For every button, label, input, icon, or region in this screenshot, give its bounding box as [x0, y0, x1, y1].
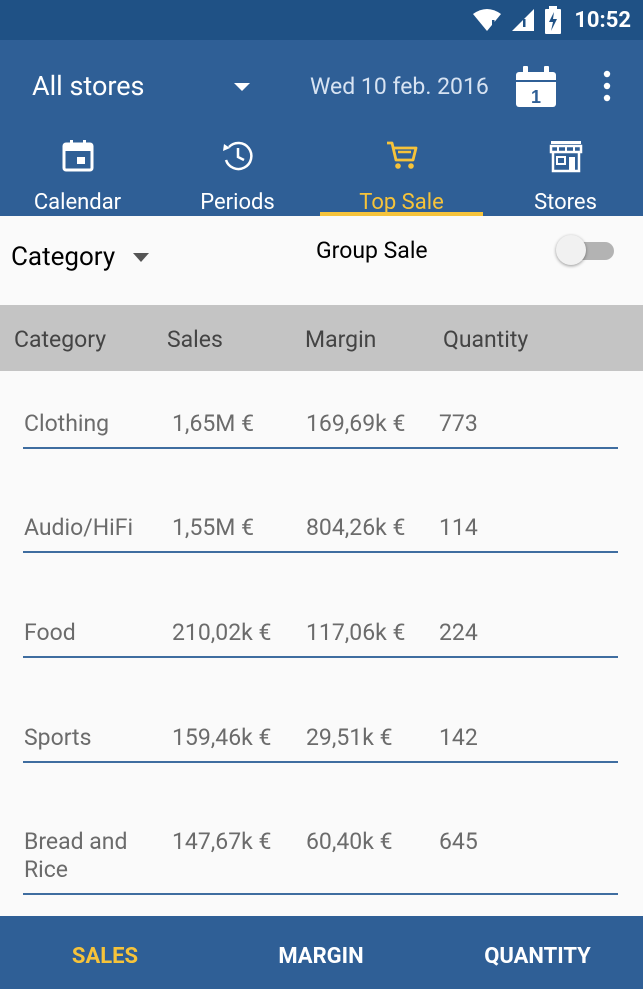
- column-header-category[interactable]: Category: [14, 326, 107, 353]
- row-divider: [23, 447, 618, 449]
- status-time: 10:52: [574, 7, 631, 33]
- tab-periods-label: Periods: [200, 190, 275, 215]
- margin-button[interactable]: MARGIN: [278, 944, 364, 969]
- store-dropdown-arrow-icon[interactable]: [234, 83, 250, 91]
- table-header: Category Sales Margin Quantity: [0, 305, 643, 371]
- group-sale-label: Group Sale: [316, 237, 428, 264]
- tab-calendar-label: Calendar: [33, 190, 122, 215]
- cell-margin: 169,69k €: [306, 410, 406, 437]
- cell-category: Food: [24, 619, 76, 646]
- column-header-sales[interactable]: Sales: [167, 326, 223, 353]
- column-header-quantity[interactable]: Quantity: [443, 326, 529, 353]
- tab-stores-label: Stores: [534, 190, 597, 215]
- cell-sales: 147,67k €: [172, 828, 272, 855]
- history-icon: [222, 141, 253, 171]
- quantity-button[interactable]: QUANTITY: [484, 944, 591, 969]
- status-icons: 10:52: [472, 0, 631, 40]
- group-sale-toggle[interactable]: [556, 233, 616, 267]
- battery-charging-icon: [545, 6, 562, 34]
- app-bar: All stores Wed 10 feb. 2016 1 Calendar: [0, 40, 643, 216]
- cell-quantity: 773: [439, 410, 478, 437]
- cell-sales: 159,46k €: [172, 724, 272, 751]
- cell-sales: 1,55M €: [172, 514, 255, 541]
- cell-quantity: 114: [439, 514, 478, 541]
- status-bar: 10:52: [0, 0, 643, 40]
- cell-margin: 804,26k €: [306, 514, 406, 541]
- column-header-margin[interactable]: Margin: [305, 326, 377, 353]
- calendar-icon: [62, 140, 93, 172]
- table-row[interactable]: Clothing 1,65M € 169,69k € 773: [0, 371, 643, 476]
- table-row[interactable]: Audio/HiFi 1,55M € 804,26k € 114: [0, 475, 643, 580]
- table-row[interactable]: Food 210,02k € 117,06k € 224: [0, 580, 643, 685]
- table-row[interactable]: Sports 159,46k € 29,51k € 142: [0, 685, 643, 790]
- signal-icon: [512, 9, 535, 31]
- date-label[interactable]: Wed 10 feb. 2016: [310, 73, 489, 100]
- row-divider: [23, 761, 618, 763]
- cell-category: Bread and Rice: [24, 828, 128, 883]
- row-divider: [23, 893, 618, 895]
- more-options-icon[interactable]: [598, 70, 616, 102]
- cell-margin: 117,06k €: [306, 619, 406, 646]
- tab-top-sale-label: Top Sale: [359, 190, 444, 215]
- cart-icon: [386, 141, 417, 169]
- tab-calendar[interactable]: Calendar: [0, 132, 155, 216]
- cell-sales: 1,65M €: [172, 410, 255, 437]
- wifi-icon: [473, 9, 502, 31]
- bottom-nav: SALES MARGIN QUANTITY: [0, 916, 643, 989]
- sales-button[interactable]: SALES: [71, 944, 139, 969]
- active-tab-indicator: [320, 212, 483, 216]
- cell-sales: 210,02k €: [172, 619, 272, 646]
- tab-bar: Calendar Periods Top Sale: [0, 132, 643, 216]
- row-divider: [23, 656, 618, 658]
- cell-quantity: 645: [439, 828, 478, 855]
- cell-quantity: 142: [439, 724, 478, 751]
- calendar-picker-button[interactable]: 1: [515, 66, 557, 108]
- row-divider: [23, 551, 618, 553]
- filter-row: Category Group Sale: [0, 216, 643, 304]
- cell-margin: 60,40k €: [306, 828, 393, 855]
- calendar-day-text: 1: [531, 87, 541, 107]
- cell-category: Sports: [24, 724, 92, 751]
- tab-top-sale[interactable]: Top Sale: [320, 132, 483, 216]
- tab-periods[interactable]: Periods: [160, 132, 315, 216]
- cell-margin: 29,51k €: [306, 724, 393, 751]
- tab-stores[interactable]: Stores: [488, 132, 643, 216]
- store-select[interactable]: All stores: [32, 70, 145, 102]
- store-icon: [549, 141, 582, 173]
- category-dropdown-arrow-icon[interactable]: [133, 253, 149, 262]
- table-row[interactable]: Bread and Rice 147,67k € 60,40k € 645: [0, 790, 643, 900]
- cell-category: Audio/HiFi: [24, 514, 134, 541]
- toggle-thumb: [556, 235, 586, 265]
- cell-category: Clothing: [24, 410, 110, 437]
- category-select[interactable]: Category: [11, 242, 116, 272]
- cell-quantity: 224: [439, 619, 478, 646]
